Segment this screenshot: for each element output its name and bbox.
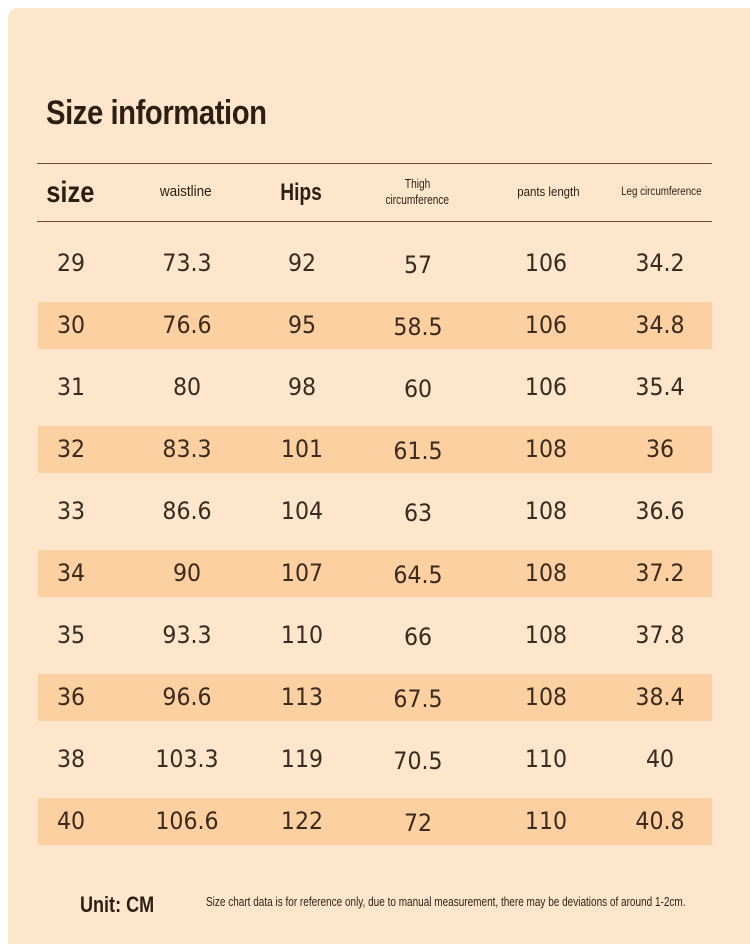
cell-pants-length: 110 bbox=[524, 745, 568, 773]
cell-thigh: 72 bbox=[403, 809, 433, 837]
cell-pants-length: 108 bbox=[524, 683, 568, 711]
cell-leg: 37.2 bbox=[635, 559, 685, 587]
cell-leg: 37.8 bbox=[635, 621, 685, 649]
page-title: Size information bbox=[46, 94, 267, 132]
cell-pants-length: 106 bbox=[524, 311, 568, 339]
column-header-thigh-label: Thigh circumference bbox=[382, 177, 453, 208]
cell-hips: 98 bbox=[287, 373, 317, 401]
cell-size: 33 bbox=[56, 497, 86, 525]
column-header-thigh-line2: circumference bbox=[385, 192, 449, 207]
cell-hips: 113 bbox=[280, 683, 324, 711]
cell-leg: 34.2 bbox=[635, 249, 685, 277]
cell-hips: 92 bbox=[287, 249, 317, 277]
cell-thigh: 61.5 bbox=[393, 437, 443, 465]
cell-thigh: 67.5 bbox=[393, 685, 443, 713]
table-row: 32 83.3 101 61.5 108 36 bbox=[38, 426, 712, 473]
cell-waistline: 86.6 bbox=[162, 497, 212, 525]
table-row: 40 106.6 122 72 110 40.8 bbox=[38, 798, 712, 845]
table-row: 36 96.6 113 67.5 108 38.4 bbox=[38, 674, 712, 721]
cell-size: 29 bbox=[56, 249, 86, 277]
cell-waistline: 96.6 bbox=[162, 683, 212, 711]
cell-waistline: 106.6 bbox=[155, 807, 219, 835]
cell-pants-length: 108 bbox=[524, 559, 568, 587]
cell-hips: 110 bbox=[280, 621, 324, 649]
cell-waistline: 76.6 bbox=[162, 311, 212, 339]
cell-thigh: 60 bbox=[403, 375, 433, 403]
header-top-rule bbox=[37, 163, 712, 164]
cell-waistline: 90 bbox=[172, 559, 202, 587]
column-header-hips-label: Hips bbox=[280, 178, 322, 206]
cell-waistline: 83.3 bbox=[162, 435, 212, 463]
cell-size: 35 bbox=[56, 621, 86, 649]
cell-waistline: 93.3 bbox=[162, 621, 212, 649]
cell-hips: 122 bbox=[280, 807, 324, 835]
column-header-thigh: Thigh circumference bbox=[367, 164, 467, 221]
cell-hips: 95 bbox=[287, 311, 317, 339]
cell-leg: 36.6 bbox=[635, 497, 685, 525]
cell-pants-length: 106 bbox=[524, 373, 568, 401]
cell-pants-length: 108 bbox=[524, 497, 568, 525]
cell-thigh: 64.5 bbox=[393, 561, 443, 589]
cell-size: 40 bbox=[56, 807, 86, 835]
cell-size: 38 bbox=[56, 745, 86, 773]
header-bottom-rule bbox=[37, 221, 712, 222]
table-row: 34 90 107 64.5 108 37.2 bbox=[38, 550, 712, 597]
table-row: 29 73.3 92 57 106 34.2 bbox=[38, 240, 712, 287]
cell-size: 32 bbox=[56, 435, 86, 463]
cell-pants-length: 106 bbox=[524, 249, 568, 277]
cell-thigh: 57 bbox=[403, 251, 433, 279]
size-chart-card: Size information size waistline Hips Thi… bbox=[8, 8, 750, 944]
cell-pants-length: 110 bbox=[524, 807, 568, 835]
cell-thigh: 70.5 bbox=[393, 747, 443, 775]
column-header-leg-label: Leg circumference bbox=[620, 186, 702, 199]
table-row: 35 93.3 110 66 108 37.8 bbox=[38, 612, 712, 659]
cell-waistline: 103.3 bbox=[155, 745, 219, 773]
column-header-leg: Leg circumference bbox=[613, 164, 709, 221]
cell-hips: 107 bbox=[280, 559, 324, 587]
cell-size: 31 bbox=[56, 373, 86, 401]
table-row: 30 76.6 95 58.5 106 34.8 bbox=[38, 302, 712, 349]
table-row: 33 86.6 104 63 108 36.6 bbox=[38, 488, 712, 535]
cell-hips: 119 bbox=[280, 745, 324, 773]
cell-size: 30 bbox=[56, 311, 86, 339]
cell-leg: 35.4 bbox=[635, 373, 685, 401]
cell-hips: 101 bbox=[280, 435, 324, 463]
cell-thigh: 66 bbox=[403, 623, 433, 651]
cell-leg: 36 bbox=[645, 435, 675, 463]
column-header-waistline-label: waistline bbox=[160, 183, 212, 201]
cell-pants-length: 108 bbox=[524, 621, 568, 649]
cell-size: 34 bbox=[56, 559, 86, 587]
table-header: size waistline Hips Thigh circumference … bbox=[37, 164, 712, 221]
disclaimer-note: Size chart data is for reference only, d… bbox=[206, 895, 686, 909]
column-header-thigh-line1: Thigh bbox=[404, 176, 430, 191]
column-header-waistline: waistline bbox=[127, 164, 245, 221]
table-body: 29 73.3 92 57 106 34.2 30 76.6 95 58.5 1… bbox=[38, 240, 712, 860]
cell-leg: 40.8 bbox=[635, 807, 685, 835]
cell-leg: 34.8 bbox=[635, 311, 685, 339]
column-header-size: size bbox=[37, 164, 103, 221]
cell-waistline: 80 bbox=[172, 373, 202, 401]
table-row: 31 80 98 60 106 35.4 bbox=[38, 364, 712, 411]
unit-label: Unit: CM bbox=[80, 892, 155, 917]
cell-size: 36 bbox=[56, 683, 86, 711]
cell-leg: 40 bbox=[645, 745, 675, 773]
column-header-size-label: size bbox=[45, 175, 95, 209]
cell-hips: 104 bbox=[280, 497, 324, 525]
cell-thigh: 63 bbox=[403, 499, 433, 527]
column-header-pants-length-label: pants length bbox=[516, 184, 580, 200]
cell-thigh: 58.5 bbox=[393, 313, 443, 341]
column-header-hips: Hips bbox=[261, 164, 341, 221]
cell-waistline: 73.3 bbox=[162, 249, 212, 277]
cell-pants-length: 108 bbox=[524, 435, 568, 463]
table-row: 38 103.3 119 70.5 110 40 bbox=[38, 736, 712, 783]
column-header-pants-length: pants length bbox=[499, 164, 597, 221]
cell-leg: 38.4 bbox=[635, 683, 685, 711]
